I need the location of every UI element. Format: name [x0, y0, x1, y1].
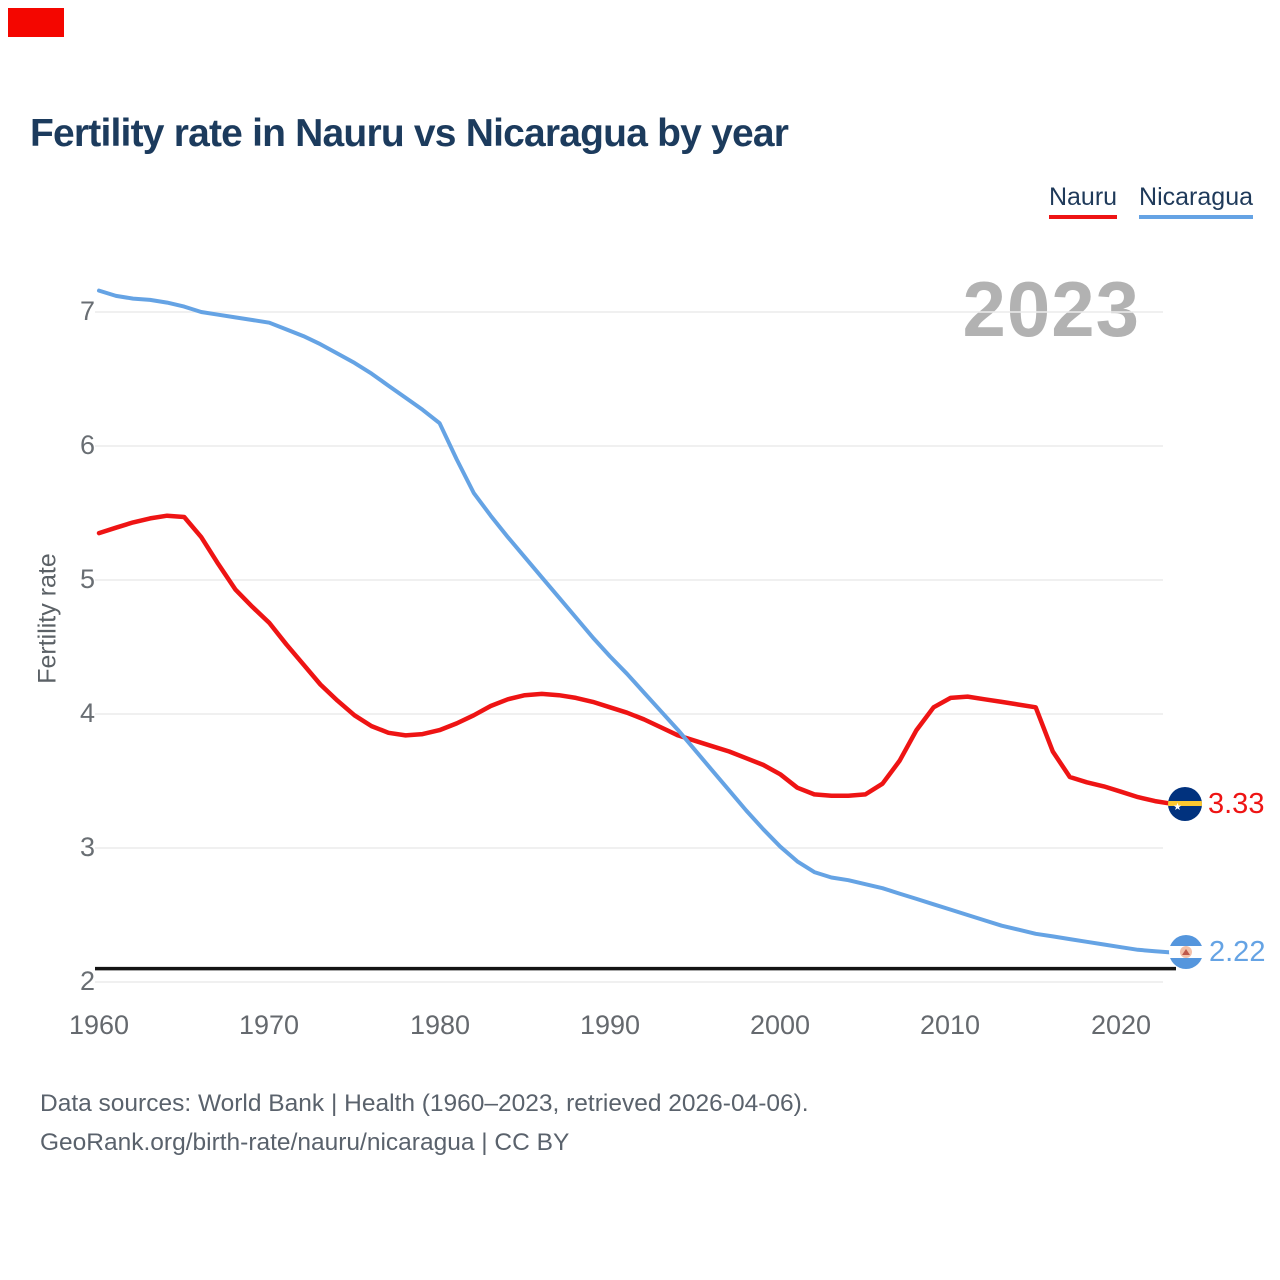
x-tick-1990: 1990: [579, 1010, 641, 1040]
source-url-line: GeoRank.org/birth-rate/nauru/nicaragua |…: [40, 1129, 570, 1156]
nicaragua-flag-icon: [1169, 935, 1203, 969]
x-tick-2010: 2010: [919, 1010, 981, 1040]
nicaragua-flag-emblem: [1180, 946, 1192, 958]
nauru-flag-stripe: [1168, 801, 1202, 806]
nicaragua-flag-band: [1169, 958, 1203, 969]
y-tick-4: 4: [79, 698, 95, 728]
red-marker-box: [8, 8, 64, 37]
y-tick-5: 5: [79, 564, 95, 594]
data-sources-line: Data sources: World Bank | Health (1960–…: [40, 1090, 809, 1117]
nicaragua-flag-band: [1169, 935, 1203, 946]
nauru-flag-star: ★: [1173, 802, 1182, 813]
y-tick-7: 7: [79, 296, 95, 326]
x-tick-2000: 2000: [749, 1010, 811, 1040]
year-watermark: 2023: [962, 265, 1140, 353]
x-tick-2020: 2020: [1090, 1010, 1152, 1040]
x-tick-1970: 1970: [238, 1010, 300, 1040]
y-tick-3: 3: [79, 832, 95, 862]
x-tick-1960: 1960: [68, 1010, 130, 1040]
y-tick-2: 2: [79, 966, 95, 996]
nicaragua-end-value: 2.22: [1209, 936, 1266, 968]
legend-item-nicaragua[interactable]: Nicaragua: [1139, 183, 1253, 219]
x-tick-1980: 1980: [409, 1010, 471, 1040]
nauru-flag-icon: ★: [1168, 787, 1202, 821]
nauru-end-value: 3.33: [1208, 788, 1265, 820]
legend: Nauru Nicaragua: [1048, 183, 1253, 219]
chart-title: Fertility rate in Nauru vs Nicaragua by …: [30, 112, 789, 155]
legend-item-nauru[interactable]: Nauru: [1048, 183, 1118, 219]
attribution: Data sources: World Bank | Health (1960–…: [40, 1084, 809, 1162]
nicaragua-line[interactable]: [97, 288, 1174, 955]
nauru-line[interactable]: [96, 513, 1175, 807]
y-tick-6: 6: [79, 430, 95, 460]
